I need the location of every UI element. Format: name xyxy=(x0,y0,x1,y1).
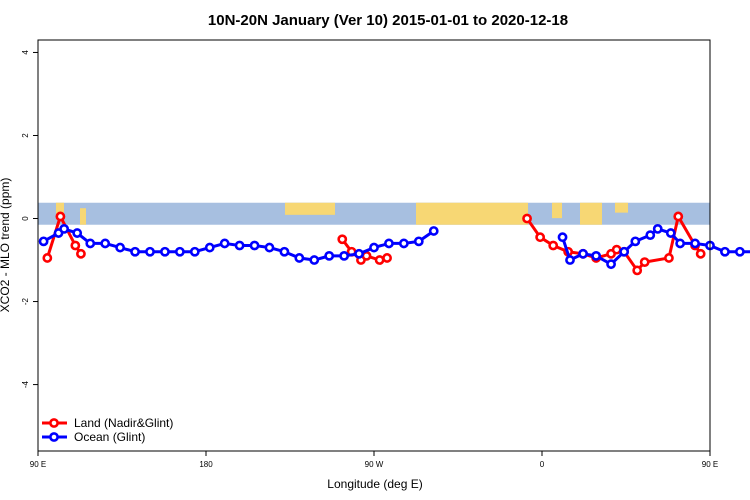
data-point xyxy=(665,228,676,238)
data-point xyxy=(309,255,320,265)
data-point xyxy=(204,242,215,253)
series-line xyxy=(42,227,435,262)
data-point xyxy=(639,257,650,268)
data-point xyxy=(398,238,409,249)
data-point xyxy=(578,248,588,259)
data-point xyxy=(38,236,49,247)
x-tick-label: 0 xyxy=(540,460,545,469)
x-tick-label: 90 W xyxy=(365,460,384,469)
data-point xyxy=(645,230,656,241)
data-point xyxy=(85,238,96,249)
x-tick-label: 90 E xyxy=(30,460,46,469)
land-patch-2 xyxy=(285,202,335,215)
legend: Land (Nadir&Glint)Ocean (Glint) xyxy=(42,416,173,444)
data-point xyxy=(42,253,53,263)
data-point xyxy=(100,238,111,249)
data-point xyxy=(690,238,700,249)
y-axis-title: XCO2 - MLO trend (ppm) xyxy=(0,178,12,313)
data-point xyxy=(70,240,81,251)
data-point xyxy=(734,246,745,257)
map-band-land xyxy=(56,202,628,225)
data-point xyxy=(611,244,622,255)
data-point xyxy=(652,223,663,234)
land-patch-6 xyxy=(615,202,628,213)
data-point xyxy=(630,236,641,247)
map-band-ocean xyxy=(38,202,710,225)
y-tick-label: 4 xyxy=(21,50,30,55)
data-point xyxy=(384,238,394,249)
legend-label: Ocean (Glint) xyxy=(74,430,145,444)
data-point xyxy=(606,259,616,270)
data-point xyxy=(522,213,532,224)
data-point xyxy=(535,232,546,243)
series-0 xyxy=(42,211,706,276)
legend-label: Land (Nadir&Glint) xyxy=(74,416,173,430)
land-patch-1 xyxy=(80,208,86,225)
data-point xyxy=(369,242,379,253)
y-tick-label: -2 xyxy=(21,297,30,305)
x-axis-title: Longitude (deg E) xyxy=(327,477,422,491)
data-point xyxy=(548,240,559,251)
series-1 xyxy=(38,223,750,270)
series-layer xyxy=(38,211,750,276)
chart-title: 10N-20N January (Ver 10) 2015-01-01 to 2… xyxy=(208,12,568,29)
data-point xyxy=(189,246,200,257)
data-point xyxy=(234,240,245,251)
data-point xyxy=(59,223,70,234)
x-tick-label: 180 xyxy=(199,460,213,469)
data-point xyxy=(632,265,643,276)
map-band xyxy=(38,202,710,225)
data-point xyxy=(160,246,170,257)
data-point xyxy=(664,253,674,263)
data-point xyxy=(279,246,290,257)
data-point xyxy=(413,236,424,247)
data-point xyxy=(591,250,602,261)
x-tick-label: 90 E xyxy=(702,460,718,469)
y-tick-label: 0 xyxy=(21,216,30,221)
data-point xyxy=(673,211,684,222)
land-patch-3 xyxy=(416,202,528,225)
data-point xyxy=(565,255,575,265)
data-point xyxy=(695,248,706,259)
data-point xyxy=(619,246,630,257)
data-point xyxy=(249,240,260,251)
data-point xyxy=(55,211,66,222)
plot-frame xyxy=(37,39,711,452)
data-point xyxy=(72,228,83,238)
y-tick-label: 2 xyxy=(21,133,30,138)
data-point xyxy=(174,246,185,257)
legend-swatch-marker xyxy=(49,418,59,428)
data-point xyxy=(115,242,126,253)
data-point xyxy=(428,226,439,236)
data-point xyxy=(145,246,155,257)
data-point xyxy=(339,250,350,261)
data-point xyxy=(76,248,86,259)
data-point xyxy=(382,253,392,263)
data-point xyxy=(557,232,568,243)
data-point xyxy=(130,246,140,257)
data-point xyxy=(720,246,730,257)
land-patch-5 xyxy=(580,202,602,225)
axis-layer: 90 E 180 90 W 0 90 E 4 2 0 -2 -4 xyxy=(21,50,718,469)
data-point xyxy=(675,238,686,249)
y-tick-label: -4 xyxy=(21,380,30,388)
land-patch-0 xyxy=(56,202,64,215)
land-patch-4 xyxy=(552,202,562,219)
legend-swatch-marker xyxy=(49,432,59,442)
data-point xyxy=(264,242,275,253)
data-point xyxy=(337,234,348,245)
data-point xyxy=(354,248,364,259)
data-point xyxy=(324,250,335,261)
data-point xyxy=(294,253,305,263)
data-point xyxy=(374,255,385,265)
data-point xyxy=(219,238,230,249)
